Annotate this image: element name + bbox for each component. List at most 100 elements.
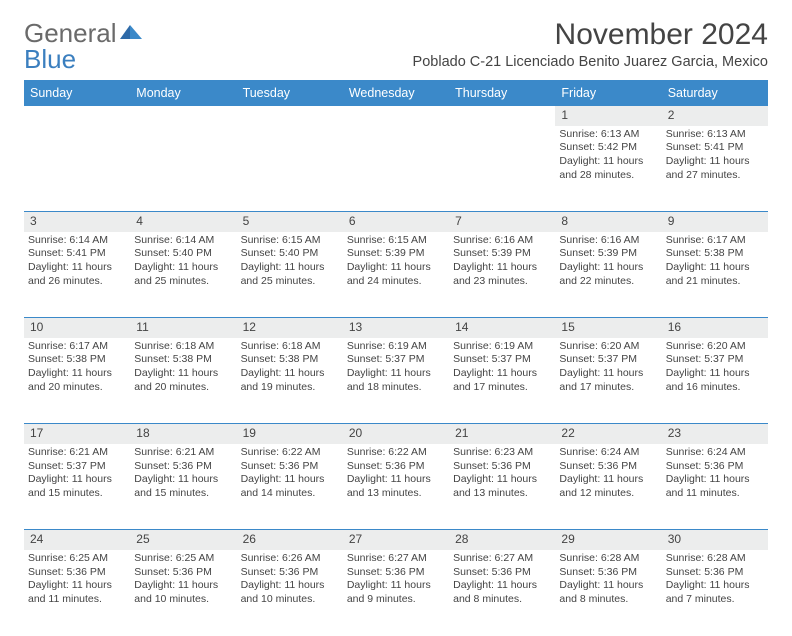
day-details: Sunrise: 6:19 AMSunset: 5:37 PMDaylight:… xyxy=(453,338,551,395)
day-content-cell: Sunrise: 6:28 AMSunset: 5:36 PMDaylight:… xyxy=(555,550,661,636)
day-number-cell: 15 xyxy=(555,318,661,338)
day-content-cell: Sunrise: 6:28 AMSunset: 5:36 PMDaylight:… xyxy=(662,550,768,636)
day-number-cell: 11 xyxy=(130,318,236,338)
daynum-row: 10111213141516 xyxy=(24,318,768,338)
day-number-cell: 24 xyxy=(24,530,130,550)
day-number-cell: 22 xyxy=(555,424,661,444)
daynum-row: 3456789 xyxy=(24,212,768,232)
day-content-cell: Sunrise: 6:23 AMSunset: 5:36 PMDaylight:… xyxy=(449,444,555,530)
daynum-row: 17181920212223 xyxy=(24,424,768,444)
day-details: Sunrise: 6:28 AMSunset: 5:36 PMDaylight:… xyxy=(666,550,764,607)
day-number-cell: 2 xyxy=(662,106,768,126)
weekday-header: Thursday xyxy=(449,81,555,106)
day-content-cell: Sunrise: 6:16 AMSunset: 5:39 PMDaylight:… xyxy=(449,232,555,318)
day-details: Sunrise: 6:13 AMSunset: 5:42 PMDaylight:… xyxy=(559,126,657,183)
day-number-cell xyxy=(449,106,555,126)
day-details: Sunrise: 6:22 AMSunset: 5:36 PMDaylight:… xyxy=(241,444,339,501)
day-details: Sunrise: 6:25 AMSunset: 5:36 PMDaylight:… xyxy=(134,550,232,607)
day-details: Sunrise: 6:15 AMSunset: 5:39 PMDaylight:… xyxy=(347,232,445,289)
day-content-cell: Sunrise: 6:24 AMSunset: 5:36 PMDaylight:… xyxy=(662,444,768,530)
day-content-cell: Sunrise: 6:20 AMSunset: 5:37 PMDaylight:… xyxy=(555,338,661,424)
day-number-cell: 16 xyxy=(662,318,768,338)
day-details: Sunrise: 6:27 AMSunset: 5:36 PMDaylight:… xyxy=(347,550,445,607)
day-content-cell: Sunrise: 6:13 AMSunset: 5:42 PMDaylight:… xyxy=(555,126,661,212)
day-content-cell: Sunrise: 6:22 AMSunset: 5:36 PMDaylight:… xyxy=(237,444,343,530)
day-details: Sunrise: 6:17 AMSunset: 5:38 PMDaylight:… xyxy=(666,232,764,289)
day-content-cell xyxy=(237,126,343,212)
day-number-cell: 14 xyxy=(449,318,555,338)
day-details: Sunrise: 6:17 AMSunset: 5:38 PMDaylight:… xyxy=(28,338,126,395)
location: Poblado C-21 Licenciado Benito Juarez Ga… xyxy=(413,54,768,70)
day-number-cell: 7 xyxy=(449,212,555,232)
day-content-cell: Sunrise: 6:25 AMSunset: 5:36 PMDaylight:… xyxy=(24,550,130,636)
day-content-cell: Sunrise: 6:14 AMSunset: 5:41 PMDaylight:… xyxy=(24,232,130,318)
day-content-cell: Sunrise: 6:17 AMSunset: 5:38 PMDaylight:… xyxy=(662,232,768,318)
day-content-cell: Sunrise: 6:18 AMSunset: 5:38 PMDaylight:… xyxy=(130,338,236,424)
day-content-cell: Sunrise: 6:14 AMSunset: 5:40 PMDaylight:… xyxy=(130,232,236,318)
day-number-cell: 8 xyxy=(555,212,661,232)
day-details: Sunrise: 6:28 AMSunset: 5:36 PMDaylight:… xyxy=(559,550,657,607)
day-number-cell xyxy=(130,106,236,126)
day-number-cell: 18 xyxy=(130,424,236,444)
day-content-cell: Sunrise: 6:19 AMSunset: 5:37 PMDaylight:… xyxy=(449,338,555,424)
day-details: Sunrise: 6:16 AMSunset: 5:39 PMDaylight:… xyxy=(559,232,657,289)
weekday-header: Sunday xyxy=(24,81,130,106)
logo-text-blue: Blue xyxy=(24,44,76,75)
day-number-cell xyxy=(343,106,449,126)
day-details: Sunrise: 6:20 AMSunset: 5:37 PMDaylight:… xyxy=(559,338,657,395)
day-number-cell: 17 xyxy=(24,424,130,444)
day-content-cell xyxy=(449,126,555,212)
day-details: Sunrise: 6:21 AMSunset: 5:36 PMDaylight:… xyxy=(134,444,232,501)
weekday-header: Wednesday xyxy=(343,81,449,106)
day-number-cell: 23 xyxy=(662,424,768,444)
day-number-cell xyxy=(237,106,343,126)
day-number-cell: 13 xyxy=(343,318,449,338)
day-content-cell: Sunrise: 6:27 AMSunset: 5:36 PMDaylight:… xyxy=(449,550,555,636)
content-row: Sunrise: 6:13 AMSunset: 5:42 PMDaylight:… xyxy=(24,126,768,212)
day-details: Sunrise: 6:21 AMSunset: 5:37 PMDaylight:… xyxy=(28,444,126,501)
day-details: Sunrise: 6:16 AMSunset: 5:39 PMDaylight:… xyxy=(453,232,551,289)
day-number-cell: 20 xyxy=(343,424,449,444)
weekday-header: Monday xyxy=(130,81,236,106)
title-block: November 2024 Poblado C-21 Licenciado Be… xyxy=(413,18,768,70)
day-content-cell: Sunrise: 6:26 AMSunset: 5:36 PMDaylight:… xyxy=(237,550,343,636)
day-content-cell: Sunrise: 6:21 AMSunset: 5:37 PMDaylight:… xyxy=(24,444,130,530)
day-content-cell: Sunrise: 6:21 AMSunset: 5:36 PMDaylight:… xyxy=(130,444,236,530)
logo-mark-icon xyxy=(120,23,142,39)
day-details: Sunrise: 6:24 AMSunset: 5:36 PMDaylight:… xyxy=(559,444,657,501)
day-content-cell: Sunrise: 6:24 AMSunset: 5:36 PMDaylight:… xyxy=(555,444,661,530)
day-details: Sunrise: 6:24 AMSunset: 5:36 PMDaylight:… xyxy=(666,444,764,501)
day-number-cell: 21 xyxy=(449,424,555,444)
calendar-table: SundayMondayTuesdayWednesdayThursdayFrid… xyxy=(24,80,768,636)
day-content-cell xyxy=(24,126,130,212)
day-content-cell: Sunrise: 6:18 AMSunset: 5:38 PMDaylight:… xyxy=(237,338,343,424)
day-number-cell: 9 xyxy=(662,212,768,232)
weekday-header: Friday xyxy=(555,81,661,106)
day-number-cell: 26 xyxy=(237,530,343,550)
day-number-cell: 27 xyxy=(343,530,449,550)
day-content-cell: Sunrise: 6:27 AMSunset: 5:36 PMDaylight:… xyxy=(343,550,449,636)
content-row: Sunrise: 6:17 AMSunset: 5:38 PMDaylight:… xyxy=(24,338,768,424)
day-details: Sunrise: 6:19 AMSunset: 5:37 PMDaylight:… xyxy=(347,338,445,395)
day-number-cell: 3 xyxy=(24,212,130,232)
day-number-cell: 19 xyxy=(237,424,343,444)
content-row: Sunrise: 6:25 AMSunset: 5:36 PMDaylight:… xyxy=(24,550,768,636)
day-content-cell: Sunrise: 6:25 AMSunset: 5:36 PMDaylight:… xyxy=(130,550,236,636)
day-number-cell: 12 xyxy=(237,318,343,338)
day-details: Sunrise: 6:26 AMSunset: 5:36 PMDaylight:… xyxy=(241,550,339,607)
day-content-cell: Sunrise: 6:15 AMSunset: 5:39 PMDaylight:… xyxy=(343,232,449,318)
day-details: Sunrise: 6:15 AMSunset: 5:40 PMDaylight:… xyxy=(241,232,339,289)
day-number-cell: 5 xyxy=(237,212,343,232)
day-details: Sunrise: 6:22 AMSunset: 5:36 PMDaylight:… xyxy=(347,444,445,501)
day-content-cell: Sunrise: 6:16 AMSunset: 5:39 PMDaylight:… xyxy=(555,232,661,318)
day-details: Sunrise: 6:18 AMSunset: 5:38 PMDaylight:… xyxy=(134,338,232,395)
weekday-header: Tuesday xyxy=(237,81,343,106)
day-number-cell: 30 xyxy=(662,530,768,550)
day-content-cell xyxy=(343,126,449,212)
content-row: Sunrise: 6:21 AMSunset: 5:37 PMDaylight:… xyxy=(24,444,768,530)
month-title: November 2024 xyxy=(413,18,768,52)
weekday-header: Saturday xyxy=(662,81,768,106)
day-details: Sunrise: 6:20 AMSunset: 5:37 PMDaylight:… xyxy=(666,338,764,395)
day-content-cell: Sunrise: 6:13 AMSunset: 5:41 PMDaylight:… xyxy=(662,126,768,212)
day-details: Sunrise: 6:25 AMSunset: 5:36 PMDaylight:… xyxy=(28,550,126,607)
